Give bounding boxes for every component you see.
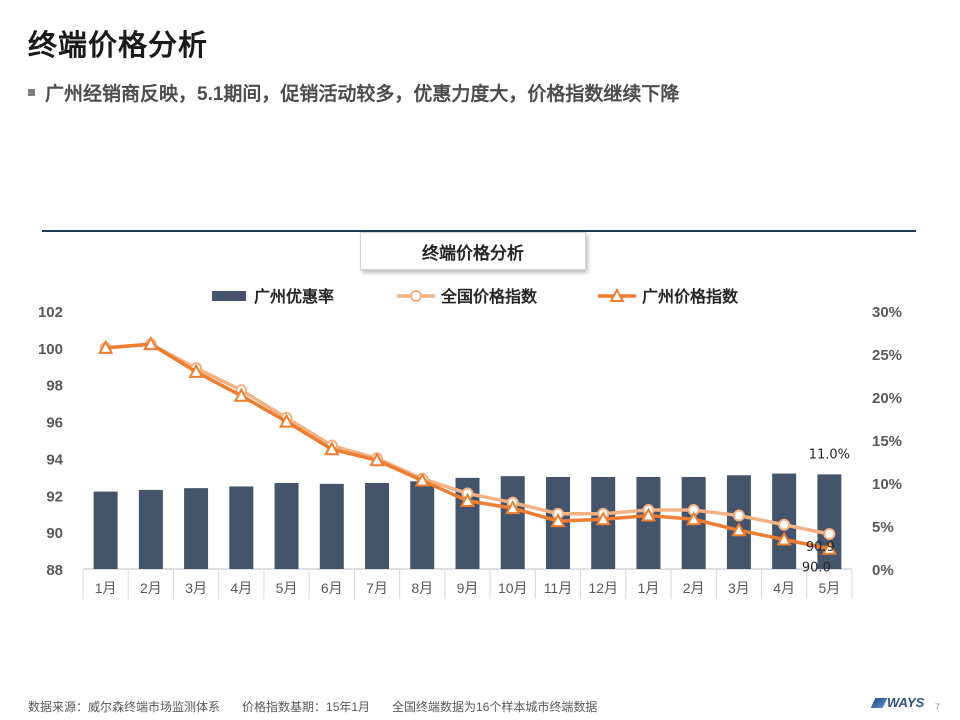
bullet-icon: [28, 89, 35, 96]
point-全国价格指数: [732, 509, 745, 522]
bar-广州优惠率: [184, 488, 209, 569]
y-left-tick-label: 94: [46, 451, 63, 468]
subtitle: 广州经销商反映，5.1期间，促销活动较多，优惠力度大，价格指数继续下降: [45, 84, 680, 105]
x-tick-label: 5月: [276, 580, 298, 596]
legend-label: 广州价格指数: [642, 287, 739, 306]
bar-广州优惠率: [229, 486, 254, 569]
point-广州价格指数: [685, 511, 702, 526]
x-tick-label: 2月: [140, 580, 162, 596]
point-广州价格指数: [233, 387, 250, 402]
page-number: 7: [935, 702, 941, 712]
x-tick-label: 6月: [321, 580, 343, 596]
legend-label: 全国价格指数: [440, 287, 538, 306]
point-广州价格指数: [550, 512, 566, 528]
y-right-tick-label: 5%: [872, 519, 894, 536]
bar-广州优惠率: [500, 476, 525, 569]
ways-logo: WAYS: [870, 695, 925, 710]
x-tick-label: 3月: [185, 580, 207, 596]
x-tick-label: 5月: [818, 580, 840, 596]
bar-广州优惠率: [636, 476, 661, 569]
data-label: 90.9: [806, 540, 835, 555]
data-label: 90.0: [802, 561, 831, 576]
point-广州价格指数: [97, 339, 114, 354]
legend: 广州优惠率 全国价格指数 广州价格指数: [212, 287, 739, 306]
bar-广州优惠率: [93, 491, 118, 569]
y-right-tick-label: 30%: [872, 304, 902, 321]
x-tick-label: 11月: [544, 580, 573, 596]
y-right-tick-label: 25%: [872, 347, 902, 364]
point-广州价格指数: [640, 507, 657, 522]
footer: 数据来源：威尔森终端市场监测体系 价格指数基期：15年1月 全国终端数据为16个…: [28, 698, 597, 715]
y-left-tick-label: 90: [46, 525, 63, 542]
x-tick-label: 9月: [457, 580, 479, 596]
logo-mark-icon: [870, 697, 888, 708]
point-广州价格指数: [143, 336, 159, 351]
x-tick-label: 8月: [411, 580, 433, 596]
y-right-tick-label: 20%: [872, 390, 902, 407]
y-right-tick-label: 0%: [872, 562, 894, 579]
footer-note: 全国终端数据为16个样本城市终端数据: [392, 700, 598, 714]
y-left-tick-label: 102: [38, 304, 63, 321]
x-tick-label: 4月: [773, 580, 795, 596]
point-广州价格指数: [188, 363, 204, 378]
point-全国价格指数: [778, 518, 791, 531]
point-广州价格指数: [505, 500, 521, 515]
bar-广州优惠率: [274, 483, 299, 569]
y-left-tick-label: 96: [46, 415, 63, 432]
point-广州价格指数: [821, 540, 838, 555]
x-tick-label: 4月: [230, 580, 252, 596]
x-tick-label: 1月: [95, 580, 117, 596]
x-tick-label: 1月: [638, 580, 660, 596]
page-title: 终端价格分析: [28, 30, 209, 62]
point-广州价格指数: [278, 413, 295, 428]
footer-base-period: 价格指数基期：15年1月: [242, 700, 371, 714]
bar-广州优惠率: [726, 475, 751, 569]
point-广州价格指数: [324, 441, 340, 456]
point-广州价格指数: [595, 511, 611, 526]
point-广州价格指数: [369, 452, 385, 467]
y-left-tick-label: 92: [46, 488, 63, 505]
bar-广州优惠率: [365, 483, 390, 569]
y-left-tick-label: 100: [38, 341, 63, 358]
chart-title: 终端价格分析: [360, 232, 586, 270]
legend-label: 广州优惠率: [254, 287, 334, 306]
point-广州价格指数: [776, 531, 792, 546]
x-tick-label: 10月: [498, 580, 528, 596]
x-tick-label: 7月: [366, 580, 388, 596]
legend-marker-triangle: [609, 287, 625, 302]
divider: [42, 230, 916, 232]
x-tick-label: 2月: [683, 580, 705, 596]
subtitle-row: 广州经销商反映，5.1期间，促销活动较多，优惠力度大，价格指数继续下降: [28, 79, 679, 106]
x-tick-label: 12月: [588, 580, 618, 596]
bar-广州优惠率: [319, 483, 344, 569]
y-left-tick-label: 88: [46, 562, 63, 579]
point-全国价格指数: [823, 527, 836, 540]
point-广州价格指数: [459, 492, 476, 507]
legend-marker-circle: [410, 290, 422, 302]
x-tick-label: 3月: [728, 580, 750, 596]
logo-text: WAYS: [887, 695, 925, 710]
legend-swatch-bar: [212, 291, 246, 301]
bar-广州优惠率: [138, 489, 163, 569]
point-广州价格指数: [731, 522, 747, 537]
point-广州价格指数: [414, 472, 430, 487]
y-right-tick-label: 10%: [872, 476, 902, 493]
data-label: 11.0%: [809, 447, 850, 462]
y-left-tick-label: 98: [46, 378, 63, 395]
footer-source: 数据来源：威尔森终端市场监测体系: [28, 700, 221, 714]
y-right-tick-label: 15%: [872, 433, 902, 450]
bar-广州优惠率: [410, 481, 435, 569]
